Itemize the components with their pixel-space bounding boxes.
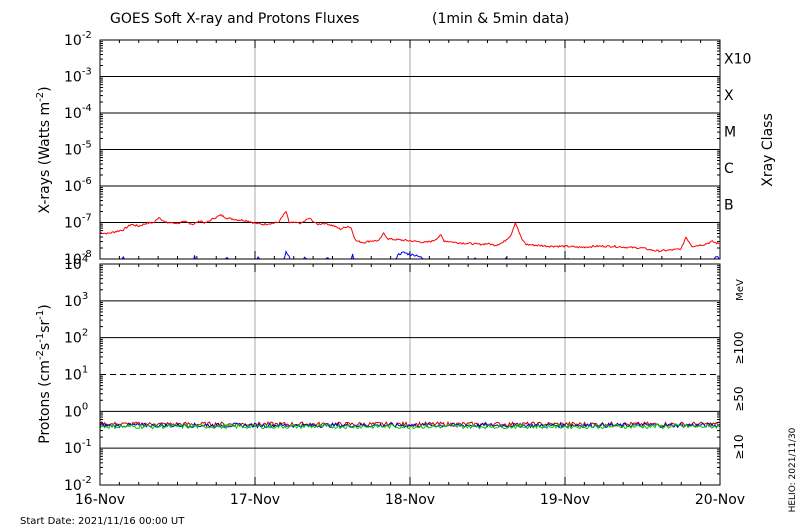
xray-class-1: X — [724, 88, 734, 104]
xray-panel-frame — [99, 39, 721, 260]
protons-y-tick-2: 102 — [64, 328, 88, 347]
legend-ge100: ≥100 — [732, 332, 746, 365]
xray-series-line-0 — [100, 210, 720, 253]
xray-y-tick-1: 10-3 — [64, 67, 92, 86]
xray-class-title: Xray Class — [760, 113, 776, 187]
xray-class-4: B — [724, 197, 734, 213]
protons-y-axis-label: Protons (cm-2s-1sr-1) — [35, 304, 53, 443]
protons-y-tick-4: 100 — [64, 401, 88, 420]
xray-y-tick-5: 10-7 — [64, 213, 92, 232]
protons-series-line-2 — [99, 422, 720, 431]
xray-class-labels: X10 X M C B — [724, 51, 751, 213]
protons-y-tick-6: 10-2 — [64, 475, 92, 494]
protons-y-tick-0: 104 — [64, 254, 88, 273]
legend-ge10: ≥10 — [732, 434, 746, 459]
xray-class-2: M — [724, 124, 736, 140]
xray-y-tick-labels: 10-2 10-3 10-4 10-5 10-6 10-7 10-8 — [64, 30, 92, 268]
start-date-label: Start Date: 2021/11/16 00:00 UT — [20, 516, 185, 527]
protons-grid — [99, 264, 721, 485]
protons-y-tick-3: 101 — [64, 365, 88, 384]
x-tick-4: 20-Nov — [695, 492, 745, 508]
x-tick-1: 17-Nov — [230, 492, 280, 508]
xray-y-axis-label: X-rays (Watts m-2) — [35, 86, 53, 213]
xray-y-tick-3: 10-5 — [64, 140, 92, 159]
x-tick-labels: 16-Nov 17-Nov 18-Nov 19-Nov 20-Nov — [75, 492, 745, 508]
protons-y-tick-5: 10-1 — [64, 438, 92, 457]
chart-title: GOES Soft X-ray and Protons Fluxes — [110, 11, 359, 27]
x-tick-0: 16-Nov — [75, 492, 125, 508]
protons-series — [99, 420, 720, 431]
legend-ge50: ≥50 — [732, 386, 746, 411]
xray-series — [100, 210, 720, 260]
chart-title-suffix: (1min & 5min data) — [432, 11, 569, 27]
xray-y-tick-2: 10-4 — [64, 103, 92, 122]
x-tick-3: 19-Nov — [540, 492, 590, 508]
protons-unit-label: MeV — [735, 279, 746, 301]
x-tick-2: 18-Nov — [385, 492, 435, 508]
xray-grid — [99, 40, 721, 259]
xray-y-tick-6: 10-8 — [64, 249, 92, 268]
xray-class-3: C — [724, 161, 734, 177]
protons-y-tick-labels: 104 103 102 101 100 10-1 10-2 — [64, 254, 92, 494]
protons-y-tick-1: 103 — [64, 291, 88, 310]
xray-y-tick-4: 10-6 — [64, 176, 92, 195]
xray-series-line-1 — [100, 250, 720, 260]
xray-class-0: X10 — [724, 51, 751, 67]
xray-y-tick-0: 10-2 — [64, 30, 92, 49]
footer-right-label: HELIO: 2021/11/30 — [788, 427, 798, 512]
protons-panel-frame — [99, 263, 721, 486]
